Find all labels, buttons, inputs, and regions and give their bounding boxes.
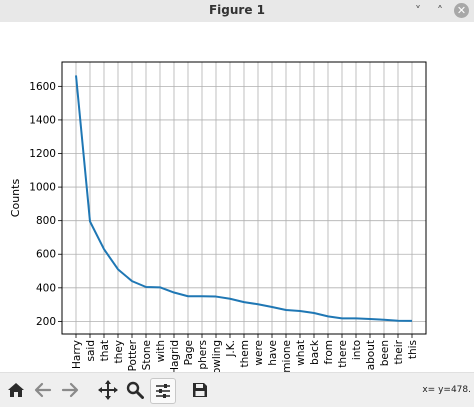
- x-tick-label: were: [253, 340, 265, 366]
- x-tick-label: this: [407, 340, 419, 359]
- x-tick-label: have: [267, 340, 279, 366]
- x-tick-label: Potter: [127, 339, 139, 371]
- series-layer: [75, 75, 413, 322]
- x-ticks: Harry said that they Potter Stone with Hagrid Pa…: [71, 334, 419, 375]
- y-axis-label: Counts: [9, 179, 22, 218]
- x-tick-label: that: [99, 340, 111, 361]
- forward-arrow-icon[interactable]: [58, 378, 82, 402]
- minimize-button[interactable]: ˅: [415, 4, 421, 18]
- y-tick-label: 200: [36, 316, 56, 328]
- zoom-magnifier-icon[interactable]: [123, 378, 147, 402]
- series-line: [75, 75, 413, 322]
- y-tick-label: 800: [36, 215, 56, 227]
- back-arrow-icon[interactable]: [31, 378, 55, 402]
- title-bar: Figure 1 ˅ ˄ ✕: [0, 0, 474, 23]
- home-icon[interactable]: [4, 378, 28, 402]
- y-tick-label: 1200: [29, 148, 56, 160]
- y-tick-label: 400: [36, 282, 56, 294]
- x-tick-label: from: [323, 340, 335, 364]
- cursor-coordinates: x= y=478.: [422, 385, 471, 395]
- pan-move-icon[interactable]: [96, 378, 120, 402]
- x-tick-label: with: [155, 340, 167, 362]
- x-tick-label: Hagrid: [169, 340, 181, 372]
- x-tick-label: Page: [183, 340, 195, 365]
- grid-lines: [62, 62, 426, 334]
- window-title: Figure 1: [208, 3, 266, 17]
- x-tick-label: what: [295, 340, 307, 366]
- x-tick-label: said: [85, 340, 97, 362]
- x-tick-label: phers: [197, 340, 209, 370]
- close-button[interactable]: ✕: [454, 3, 469, 18]
- y-ticks: 200 400 600 800 1000 1200 1400 1600: [29, 81, 62, 328]
- x-tick-label: Harry: [71, 340, 83, 369]
- x-tick-label: their: [393, 339, 405, 364]
- x-tick-label: mione: [281, 340, 293, 372]
- y-tick-label: 1000: [29, 182, 56, 194]
- x-tick-label: been: [379, 340, 391, 366]
- y-tick-label: 1400: [29, 114, 56, 126]
- y-tick-label: 600: [36, 249, 56, 261]
- navigation-toolbar: x= y=478.: [0, 372, 474, 407]
- save-floppy-icon[interactable]: [188, 378, 212, 402]
- x-tick-label: J.K.: [225, 340, 237, 358]
- x-tick-label: owling: [211, 340, 223, 372]
- x-tick-label: there: [337, 340, 349, 368]
- y-tick-label: 1600: [29, 81, 56, 93]
- x-tick-label: about: [365, 340, 377, 370]
- x-tick-label: Stone: [141, 340, 153, 370]
- maximize-button[interactable]: ˄: [437, 4, 443, 18]
- x-tick-label: them: [239, 340, 251, 367]
- configure-subplots-icon[interactable]: [150, 378, 176, 404]
- figure-canvas[interactable]: 200 400 600 800 1000 1200 1400 1600 Harry said th…: [0, 22, 474, 375]
- x-tick-label: back: [309, 339, 321, 365]
- x-tick-label: they: [113, 340, 125, 363]
- x-tick-label: into: [351, 340, 363, 360]
